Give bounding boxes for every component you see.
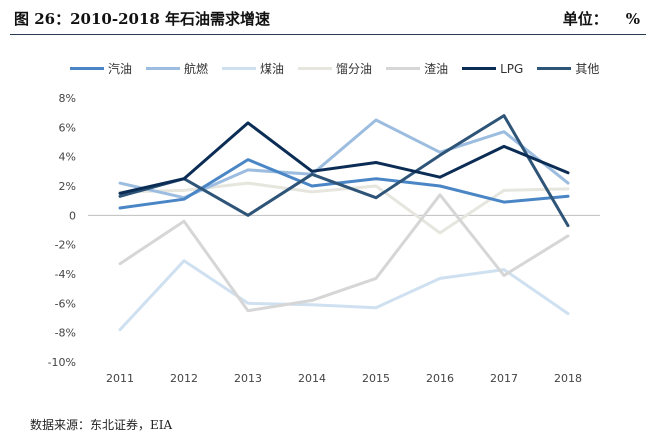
legend-swatch <box>298 67 333 70</box>
series-line-6 <box>118 121 570 195</box>
unit-label: 单位： <box>562 10 608 28</box>
legend-label: 煤油 <box>260 62 285 76</box>
x-tick-label: 2018 <box>554 372 582 385</box>
unit-value: % <box>625 10 640 28</box>
legend-item: 其他 <box>537 60 599 77</box>
legend-swatch <box>462 67 497 70</box>
y-tick-label: -4% <box>55 268 76 281</box>
series-line-4 <box>118 181 570 235</box>
y-tick-label: 8% <box>59 92 76 105</box>
legend-label: 渣油 <box>424 62 449 76</box>
series-line-7 <box>118 114 570 228</box>
legend-item: 煤油 <box>222 60 284 77</box>
x-tick-label: 2015 <box>362 372 390 385</box>
x-tick-label: 2014 <box>298 372 326 385</box>
header-divider <box>10 34 646 35</box>
series-line-3 <box>118 259 570 332</box>
x-tick-label: 2011 <box>106 372 134 385</box>
y-tick-label: -10% <box>48 356 76 369</box>
legend-item: 汽油 <box>70 60 132 77</box>
legend-swatch <box>537 67 572 70</box>
legend-label: LPG <box>500 61 524 76</box>
legend-item: LPG <box>462 62 523 76</box>
y-tick-label: -6% <box>55 297 76 310</box>
series-line-5 <box>118 193 570 313</box>
legend-swatch <box>146 67 181 70</box>
legend-item: 航燃 <box>146 60 208 77</box>
source-note: 数据来源：东北证券，EIA <box>30 418 173 432</box>
legend-swatch <box>222 67 257 70</box>
chart-title: 图 26：2010-2018 年石油需求增速 <box>14 10 271 28</box>
x-tick-label: 2013 <box>234 372 262 385</box>
y-tick-label: 0 <box>69 209 76 222</box>
series-line-1 <box>118 158 570 210</box>
legend-label: 馏分油 <box>336 62 373 76</box>
legend-item: 馏分油 <box>298 60 372 77</box>
x-tick-label: 2017 <box>490 372 518 385</box>
x-tick-label: 2012 <box>170 372 198 385</box>
y-tick-label: -2% <box>55 239 76 252</box>
legend-label: 航燃 <box>184 62 209 76</box>
chart-header: 图 26：2010-2018 年石油需求增速 单位：% <box>10 6 646 32</box>
x-tick-label: 2016 <box>426 372 454 385</box>
legend-label: 其他 <box>575 62 600 76</box>
legend-label: 汽油 <box>108 62 133 76</box>
legend-item: 渣油 <box>386 60 448 77</box>
y-tick-label: 4% <box>59 151 76 164</box>
y-tick-label: 6% <box>59 121 76 134</box>
unit-indicator: 单位：% <box>563 8 640 29</box>
legend-swatch <box>70 67 104 70</box>
y-tick-label: 2% <box>59 180 76 193</box>
y-tick-label: -8% <box>55 327 76 340</box>
legend-swatch <box>386 67 421 70</box>
chart-legend: 汽油 航燃 煤油 馏分油 渣油 LPG 其他 <box>70 60 613 77</box>
